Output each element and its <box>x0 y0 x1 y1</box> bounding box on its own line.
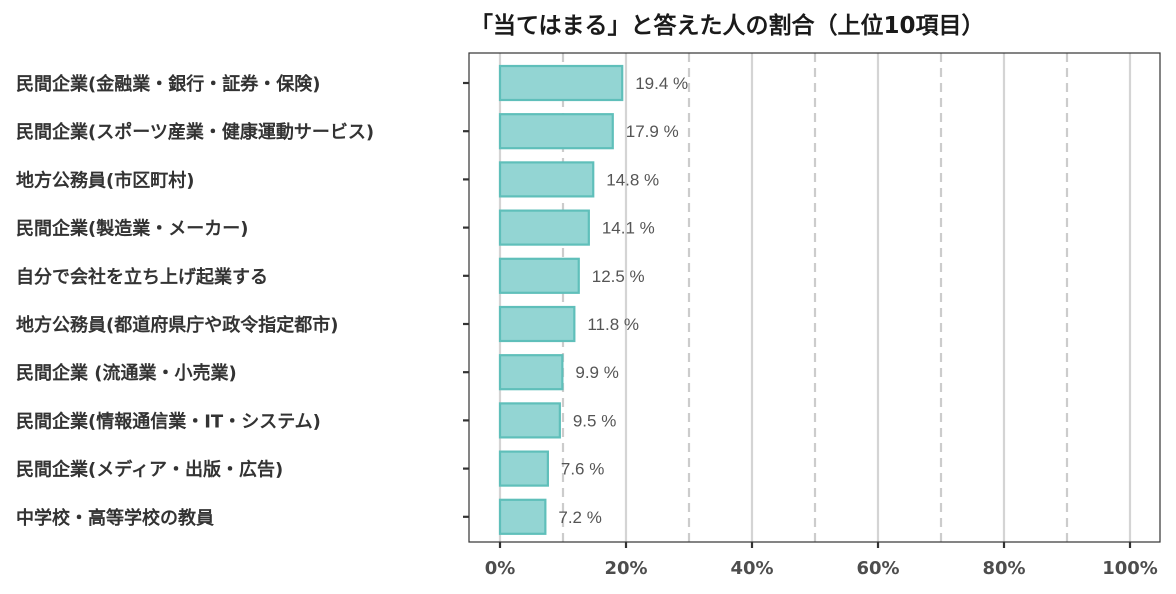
bar-6 <box>498 354 564 391</box>
data-label-0: 19.4 % <box>635 74 688 93</box>
bar-0 <box>498 64 624 102</box>
gridlines <box>498 53 1132 542</box>
data-label-5: 11.8 % <box>587 315 639 334</box>
y-axis: 民間企業(金融業・銀行・証券・保険) 民間企業(スポーツ産業・健康運動サービス) 地… <box>16 73 469 529</box>
data-label-4: 12.5 % <box>592 267 645 286</box>
x-tick-label-4: 80% <box>982 558 1025 579</box>
x-tick-label-2: 40% <box>730 558 773 579</box>
x-tick-label-5: 100% <box>1102 558 1158 579</box>
x-axis: 0% 20% 40% 60% 80% 100% <box>485 542 1158 579</box>
category-label-2: 地方公務員(市区町村) <box>16 169 194 191</box>
bar-9 <box>498 498 547 535</box>
chart-title: 「当てはまる」と答えた人の割合（上位10項目） <box>470 13 985 39</box>
category-label-1: 民間企業(スポーツ産業・健康運動サービス) <box>16 121 374 143</box>
bar-2 <box>498 161 595 198</box>
bar-1 <box>498 113 614 150</box>
category-label-7: 民間企業(情報通信業・IT・システム) <box>16 410 321 432</box>
x-tick-label-3: 60% <box>856 558 899 579</box>
category-label-8: 民間企業(メディア・出版・広告) <box>16 459 283 481</box>
category-label-6: 民間企業 (流通業・小売業) <box>16 362 237 384</box>
data-label-6: 9.9 % <box>575 363 618 382</box>
data-label-3: 14.1 % <box>602 219 655 238</box>
category-label-0: 民間企業(金融業・銀行・証券・保険) <box>16 73 320 95</box>
data-label-1: 17.9 % <box>626 122 679 141</box>
bar-8 <box>498 450 549 487</box>
bar-7 <box>498 402 561 439</box>
category-label-3: 民間企業(製造業・メーカー) <box>16 218 248 240</box>
category-label-5: 地方公務員(都道府県庁や政令指定都市) <box>16 314 338 336</box>
data-label-9: 7.2 % <box>558 508 601 527</box>
plot-panel-border <box>468 52 1161 543</box>
data-label-2: 14.8 % <box>606 170 659 189</box>
data-label-8: 7.6 % <box>561 460 604 479</box>
category-label-9: 中学校・高等学校の教員 <box>16 507 214 529</box>
bar-3 <box>498 209 590 246</box>
bar-5 <box>498 305 576 343</box>
x-tick-label-0: 0% <box>485 558 516 579</box>
bar-4 <box>498 257 580 294</box>
x-tick-label-1: 20% <box>604 558 647 579</box>
data-label-7: 9.5 % <box>573 411 616 430</box>
category-label-4: 自分で会社を立ち上げ起業する <box>16 266 268 288</box>
bars: 19.4 % 17.9 % 14.8 % 14.1 % 12.5 % 11.8 % 9.9 … <box>498 64 688 535</box>
